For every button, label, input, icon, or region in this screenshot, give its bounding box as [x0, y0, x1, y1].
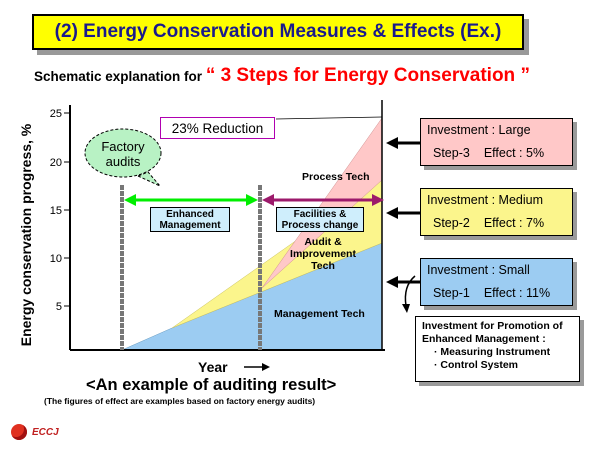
y-tick-label: 25	[50, 108, 62, 120]
step-3-label: Step-3	[433, 146, 470, 160]
logo-text: ECCJ	[32, 426, 59, 438]
step-1-effect: Effect : 11%	[483, 286, 551, 300]
step-2-label: Step-2	[433, 216, 470, 230]
step-1-details: Step-1 Effect : 11%	[427, 286, 566, 300]
promotion-item-text: Control System	[440, 359, 519, 371]
example-caption: <An example of auditing result>	[86, 376, 337, 394]
audit-tech-label: Audit & Improvement Tech	[290, 236, 356, 272]
step-1-box: Investment : Small Step-1 Effect : 11%	[420, 258, 573, 306]
promotion-item-text: Measuring Instrument	[440, 346, 551, 358]
promotion-item: · Measuring Instrument	[434, 346, 551, 358]
management-tech-label: Management Tech	[274, 308, 365, 320]
promotion-heading: Investment for Promotion of Enhanced Man…	[422, 320, 563, 345]
step-2-details: Step-2 Effect : 7%	[427, 216, 566, 230]
year-arrow	[244, 363, 270, 371]
step-1-investment: Investment : Small	[427, 263, 530, 277]
promotion-box: Investment for Promotion of Enhanced Man…	[415, 316, 580, 382]
step-2-effect: Effect : 7%	[483, 216, 545, 230]
enhanced-management-label: Enhanced Management	[150, 207, 230, 232]
factory-audits-label: Factory audits	[101, 139, 145, 169]
logo-mark-icon	[11, 424, 27, 440]
reduction-label: 23% Reduction	[160, 117, 275, 139]
subtitle-highlight: “ 3 Steps for Energy Conservation ”	[205, 65, 530, 86]
process-tech-label: Process Tech	[302, 171, 370, 183]
y-ticks: 25 20 15 10 5	[50, 108, 70, 313]
step-3-details: Step-3 Effect : 5%	[427, 146, 566, 160]
footnote: (The figures of effect are examples base…	[44, 396, 316, 406]
step-3-effect: Effect : 5%	[483, 146, 545, 160]
facilities-arrow	[262, 194, 384, 206]
step-2-box: Investment : Medium Step-2 Effect : 7%	[420, 188, 573, 236]
subtitle: Schematic explanation for “ 3 Steps for …	[34, 65, 530, 87]
facilities-change-label: Facilities & Process change	[276, 207, 364, 232]
y-tick-label: 20	[50, 157, 62, 169]
step-2-investment: Investment : Medium	[427, 193, 544, 207]
step-3-box: Investment : Large Step-3 Effect : 5%	[420, 118, 573, 166]
step-3-investment: Investment : Large	[427, 123, 531, 137]
factory-audits-callout	[84, 128, 162, 187]
promotion-arrow	[402, 275, 416, 313]
promotion-item: · Control System	[434, 359, 519, 371]
y-tick-label: 15	[50, 205, 62, 217]
enhanced-arrow	[124, 194, 258, 206]
reduction-top-line	[275, 116, 383, 120]
x-axis-label: Year	[198, 359, 228, 375]
y-tick-label: 5	[56, 301, 62, 313]
y-tick-label: 10	[50, 253, 62, 265]
pointer-arrows	[386, 137, 420, 288]
step-1-label: Step-1	[433, 286, 470, 300]
logo: ECCJ	[11, 424, 59, 440]
subtitle-prefix: Schematic explanation for	[34, 69, 203, 84]
page-title: (2) Energy Conservation Measures & Effec…	[32, 14, 524, 50]
